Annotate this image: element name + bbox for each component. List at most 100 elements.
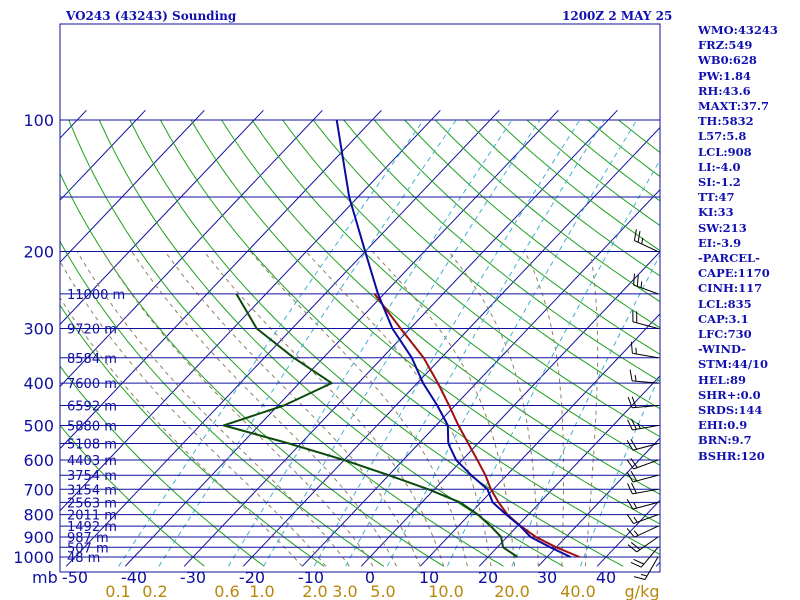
wind-barb-staff	[644, 556, 659, 580]
temperature-tick-label: 40	[596, 568, 616, 587]
temperature-tick-label: -30	[180, 568, 206, 587]
index-line: KI:33	[698, 205, 734, 220]
wind-barb-flag	[633, 576, 646, 581]
index-line: CAP:3.1	[698, 311, 749, 326]
height-label: 6592 m	[67, 399, 117, 414]
wind-barb-flag	[630, 470, 638, 482]
isotherm-line	[60, 109, 205, 264]
wind-barb-flag	[637, 230, 641, 243]
index-line: EI:-3.9	[698, 235, 742, 250]
pressure-tick-label: 700	[23, 480, 54, 499]
wind-barb-staff	[632, 380, 659, 384]
dry-adiabat-line	[404, 119, 660, 329]
wind-barb-flag	[630, 341, 633, 354]
height-label: 48 m	[67, 551, 100, 566]
wind-barb-staff	[632, 321, 659, 329]
wind-barb-flag	[630, 541, 641, 551]
wind-barb-flag	[626, 528, 635, 538]
mixing-ratio-tick-label: 2.0	[302, 582, 327, 600]
index-line: SW:213	[698, 220, 747, 235]
wind-barb-staff	[633, 459, 659, 470]
height-label: 7600 m	[67, 377, 117, 392]
dry-adiabat-line	[60, 304, 325, 567]
wind-barb-staff	[632, 488, 659, 495]
temperature-trace	[373, 293, 580, 558]
dry-adiabat-line	[60, 240, 385, 567]
mixing-ratio-line	[345, 119, 605, 567]
sounding-time: 1200Z 2 MAY 25	[562, 9, 672, 23]
index-line: RH:43.6	[698, 83, 751, 98]
wind-barb-flag	[636, 274, 639, 287]
wind-barb-flag	[626, 513, 634, 524]
index-line: MAXT:37.7	[698, 99, 769, 114]
wind-barb-staff	[634, 525, 659, 538]
temperature-tick-label: -40	[121, 568, 147, 587]
wind-barb-half-flag	[640, 281, 643, 288]
index-line: SRDS:144	[698, 403, 763, 418]
mixing-ratio-line	[118, 119, 425, 567]
pressure-tick-label: 900	[23, 528, 54, 547]
temperature-tick-label: -10	[298, 568, 324, 587]
wind-barb-staff	[632, 443, 659, 451]
temperature-tick-label: 20	[478, 568, 498, 587]
dry-adiabat-line	[60, 172, 444, 567]
mixing-ratio-line	[158, 119, 457, 567]
pressure-tick-label: 500	[23, 416, 54, 435]
height-label: 507 m	[67, 541, 109, 556]
pressure-tick-label: 600	[23, 451, 54, 470]
index-line: -PARCEL-	[698, 251, 760, 266]
height-label: 1492 m	[67, 520, 117, 535]
index-line: LCL:908	[698, 144, 752, 159]
index-line: BSHR:120	[698, 448, 765, 463]
wind-barb-half-flag	[637, 422, 641, 429]
index-line: PW:1.84	[698, 68, 752, 83]
isotherm-line	[124, 109, 559, 567]
mixing-ratio-line	[386, 119, 638, 567]
height-label: 2563 m	[67, 496, 117, 511]
pressure-tick-label: 400	[23, 374, 54, 393]
wind-barb	[627, 418, 659, 431]
pressure-unit-label: mb	[32, 568, 58, 587]
moist-adiabat-line	[250, 251, 468, 567]
mixing-ratio-line	[228, 119, 513, 567]
wind-barb	[626, 470, 659, 483]
index-line: CAPE:1170	[698, 266, 770, 281]
virtual-temperature-trace	[335, 119, 572, 558]
height-label: 5108 m	[67, 438, 117, 453]
moist-adiabat-line	[372, 251, 516, 567]
temperature-tick-label: 30	[537, 568, 557, 587]
mixing-ratio-tick-label: 10.0	[428, 582, 464, 600]
index-line: CINH:117	[698, 281, 763, 296]
moist-adiabat-line	[164, 251, 421, 567]
wind-barb-flag	[627, 544, 638, 553]
wind-barb	[633, 556, 659, 581]
wind-barb-flag	[631, 482, 637, 494]
wind-barb-half-flag	[633, 502, 638, 509]
indices-panel: WMO:43243 FRZ:549 WB0:628 PW:1.84 RH:43.6 MAX…	[698, 23, 778, 464]
dry-adiabat-line	[190, 119, 660, 525]
wind-barb-half-flag	[634, 374, 637, 382]
pressure-tick-label: 300	[23, 320, 54, 339]
index-line: TH:5832	[698, 114, 754, 129]
index-line: TT:47	[698, 190, 735, 205]
height-label: 5880 m	[67, 419, 117, 434]
wind-barb-flag	[627, 396, 633, 408]
mixing-ratio-tick-label: 20.0	[494, 582, 530, 600]
wind-barb-flag	[626, 440, 634, 451]
wind-barb-flag	[631, 396, 637, 408]
dry-adiabat-line	[221, 119, 660, 495]
index-line: SI:-1.2	[698, 175, 741, 190]
wind-barb-flag	[633, 229, 637, 241]
dry-adiabat-line	[343, 119, 660, 382]
plot-frame	[59, 23, 661, 573]
pressure-tick-label: 800	[23, 506, 54, 525]
index-line: WB0:628	[698, 53, 757, 68]
height-label: 11000 m	[67, 288, 125, 303]
wind-barb-flag	[630, 457, 638, 468]
index-line: -WIND-	[698, 342, 746, 357]
height-label: 2011 m	[67, 509, 117, 524]
wind-barb-flag	[631, 418, 637, 430]
mixing-ratio-unit-label: g/kg	[625, 582, 660, 600]
